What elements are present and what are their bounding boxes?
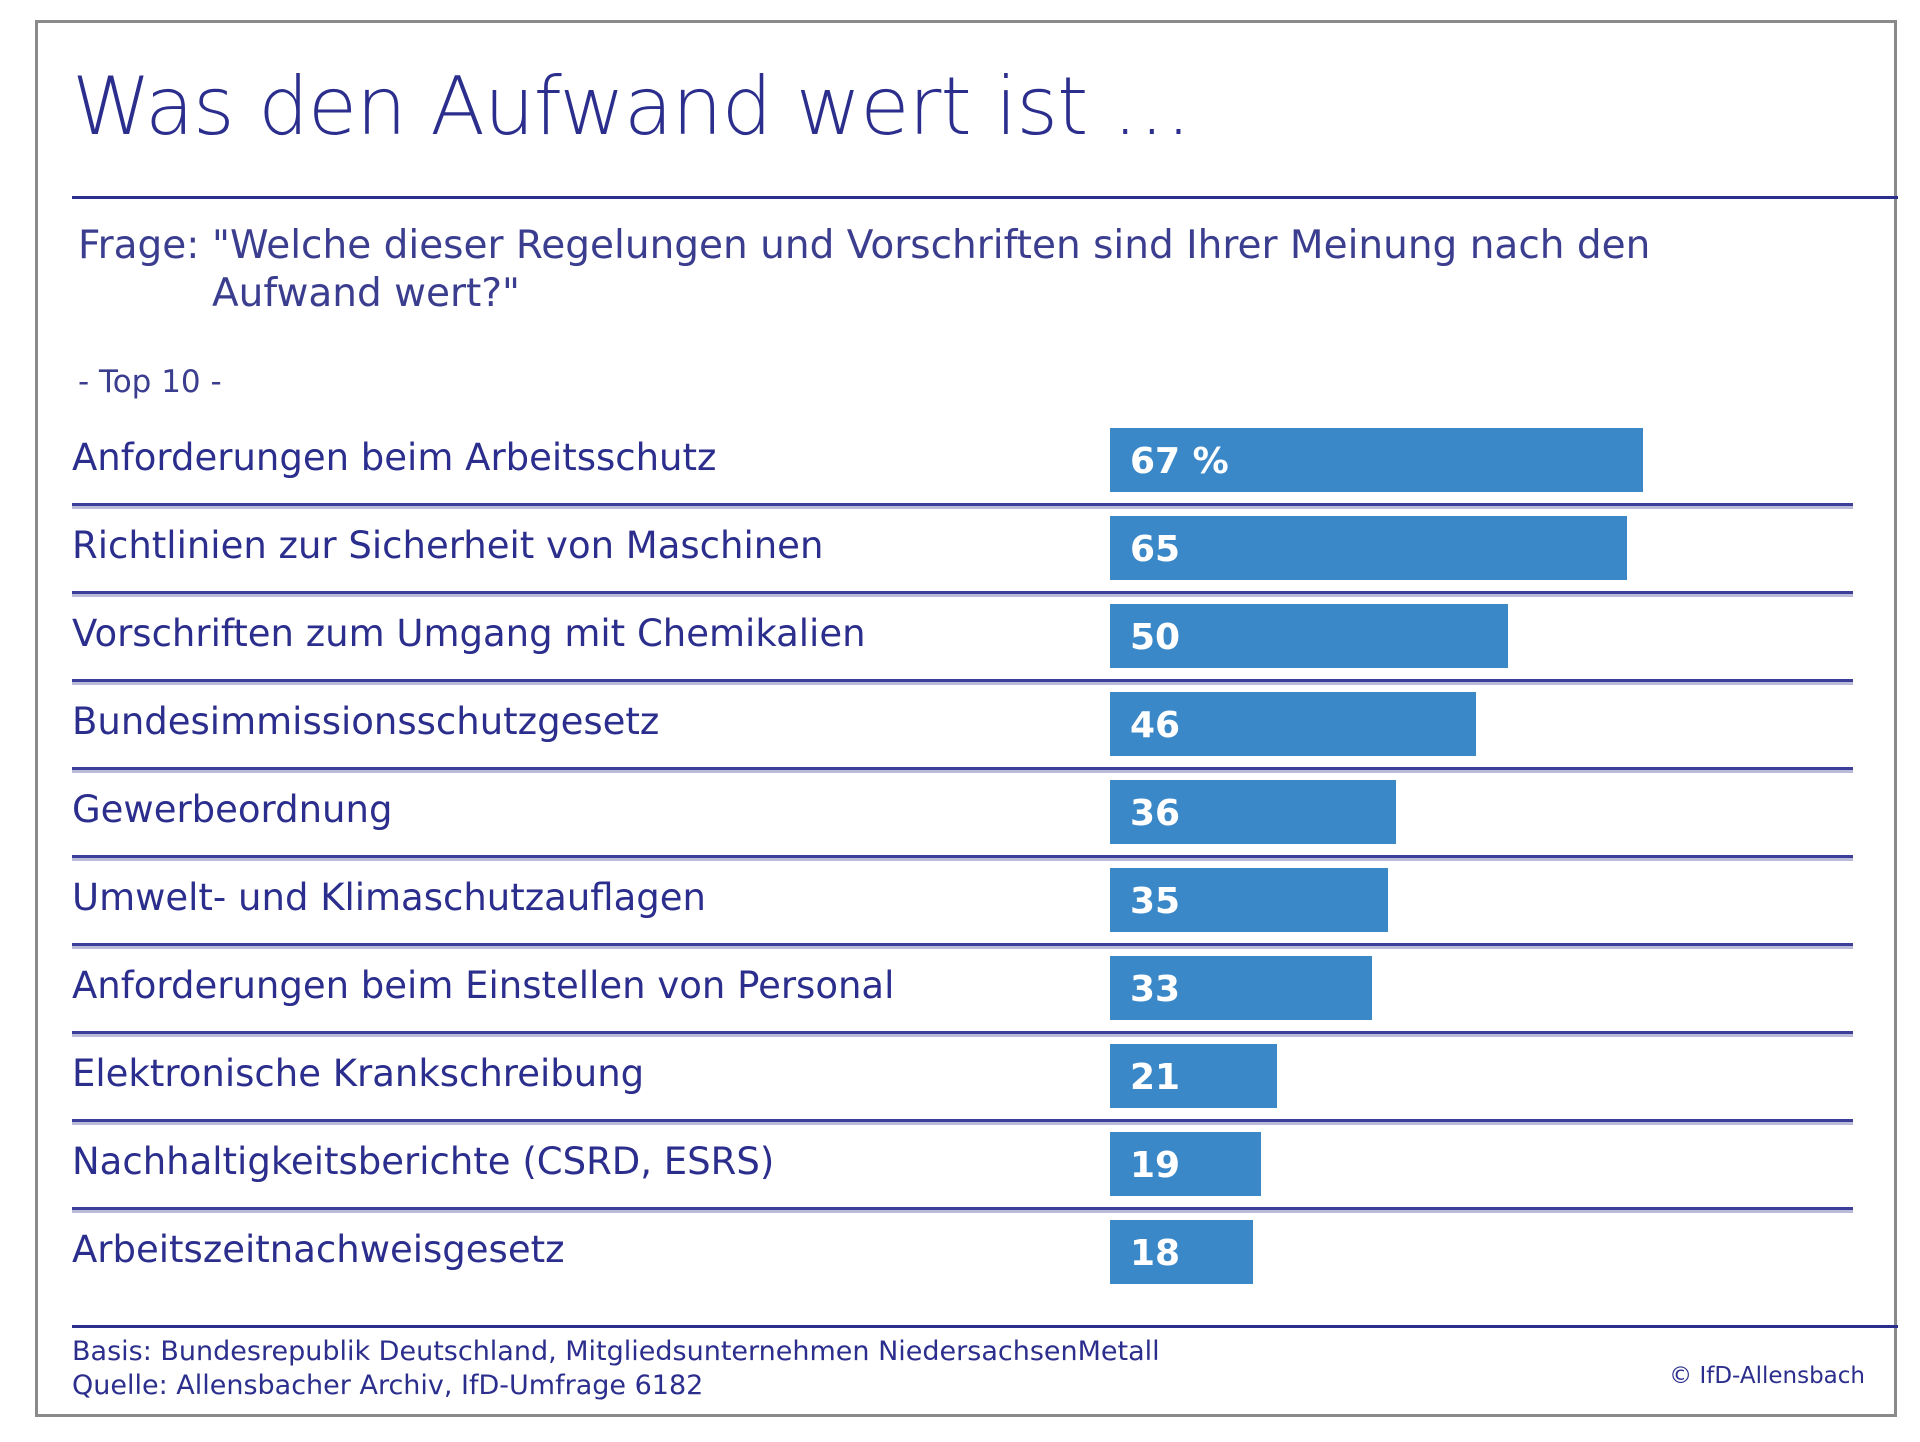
chart-frame bbox=[35, 20, 1897, 1417]
category-label: Nachhaltigkeitsberichte (CSRD, ESRS) bbox=[72, 1140, 775, 1183]
bar: 21 bbox=[1110, 1044, 1277, 1108]
bar-value-label: 46 bbox=[1130, 705, 1181, 746]
question-text: "Welche dieser Regelungen und Vorschrift… bbox=[212, 223, 1651, 316]
category-label: Anforderungen beim Arbeitsschutz bbox=[72, 436, 717, 479]
category-label: Anforderungen beim Einstellen von Person… bbox=[72, 964, 895, 1007]
bar: 50 bbox=[1110, 604, 1508, 668]
bar-value-label: 36 bbox=[1130, 793, 1181, 834]
category-label: Richtlinien zur Sicherheit von Maschinen bbox=[72, 524, 824, 567]
title-divider bbox=[72, 196, 1898, 199]
question-label: Frage: bbox=[78, 223, 200, 268]
bar: 36 bbox=[1110, 780, 1396, 844]
bar-value-label: 33 bbox=[1130, 969, 1181, 1010]
row-divider bbox=[72, 679, 1853, 682]
row-divider bbox=[72, 943, 1853, 946]
bar: 33 bbox=[1110, 956, 1372, 1020]
bar: 65 bbox=[1110, 516, 1627, 580]
footer-basis: Basis: Bundesrepublik Deutschland, Mitgl… bbox=[72, 1336, 1160, 1367]
bar-value-label: 50 bbox=[1130, 617, 1181, 658]
row-divider bbox=[72, 855, 1853, 858]
bar-value-label: 19 bbox=[1130, 1145, 1181, 1186]
category-label: Bundesimmissionsschutzgesetz bbox=[72, 700, 660, 743]
bar-value-label: 21 bbox=[1130, 1057, 1181, 1098]
bar: 67 % bbox=[1110, 428, 1643, 492]
bar: 46 bbox=[1110, 692, 1476, 756]
bar-value-label: 35 bbox=[1130, 881, 1181, 922]
bar-value-label: 18 bbox=[1130, 1233, 1181, 1274]
category-label: Gewerbeordnung bbox=[72, 788, 393, 831]
category-label: Elektronische Krankschreibung bbox=[72, 1052, 645, 1095]
chart-title: Was den Aufwand wert ist … bbox=[72, 60, 1192, 153]
bar: 35 bbox=[1110, 868, 1388, 932]
footer-divider bbox=[72, 1325, 1898, 1328]
row-divider bbox=[72, 503, 1853, 506]
bar-value-label: 65 bbox=[1130, 529, 1181, 570]
category-label: Umwelt- und Klimaschutzauflagen bbox=[72, 876, 706, 919]
row-divider bbox=[72, 1031, 1853, 1034]
question-block: Frage: "Welche dieser Regelungen und Vors… bbox=[78, 222, 1798, 318]
copyright: © IfD-Allensbach bbox=[1669, 1363, 1865, 1389]
chart-subtitle: - Top 10 - bbox=[78, 364, 222, 400]
row-divider bbox=[72, 1119, 1853, 1122]
bar-value-label: 67 % bbox=[1130, 441, 1229, 482]
category-label: Arbeitszeitnachweisgesetz bbox=[72, 1228, 565, 1271]
row-divider bbox=[72, 1207, 1853, 1210]
row-divider bbox=[72, 767, 1853, 770]
bar: 18 bbox=[1110, 1220, 1253, 1284]
bar: 19 bbox=[1110, 1132, 1261, 1196]
row-divider bbox=[72, 591, 1853, 594]
category-label: Vorschriften zum Umgang mit Chemikalien bbox=[72, 612, 866, 655]
footer-source: Quelle: Allensbacher Archiv, IfD-Umfrage… bbox=[72, 1370, 704, 1401]
